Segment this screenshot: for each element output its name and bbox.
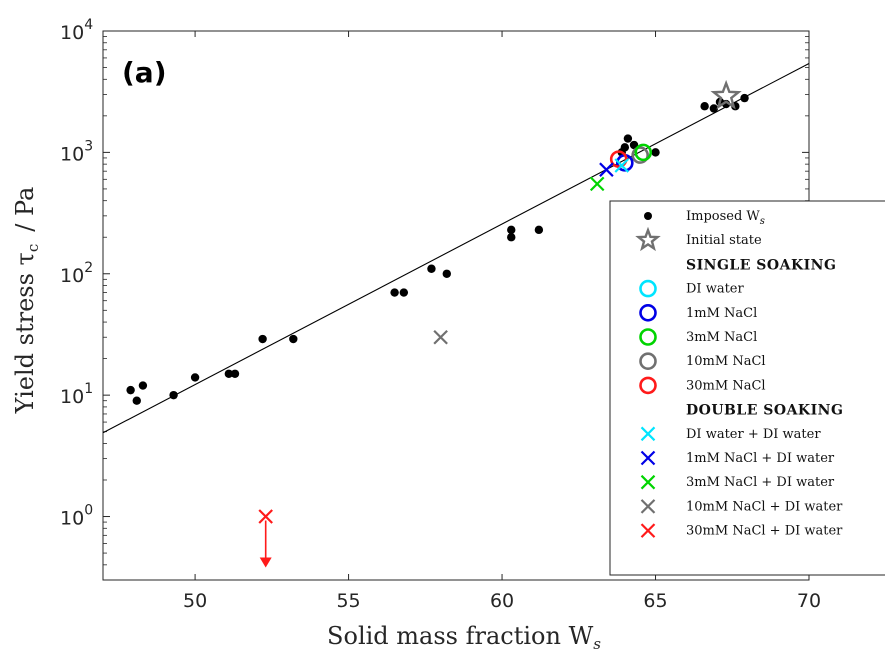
- data-points: [126, 79, 749, 568]
- legend-label-initial-state: Initial state: [686, 233, 762, 248]
- point-imposed-w: [126, 385, 135, 395]
- legend-marker-3mm-nacl: [639, 328, 657, 346]
- legend-label-1mm-nacl: 1mM NaCl: [686, 306, 757, 321]
- point-imposed-w: [399, 288, 409, 297]
- y-axis-title-unit: / Pa: [11, 187, 39, 232]
- legend-label-di-water: DI water: [686, 282, 744, 297]
- point-imposed-w: [651, 148, 660, 157]
- y-tick-exp: 4: [84, 17, 93, 33]
- point-1mm-nacl-di-water: [599, 162, 614, 177]
- x-tick-label: 70: [797, 590, 821, 612]
- y-axis-title-main: Yield stress τ: [11, 252, 39, 414]
- legend-label-10mm-nacl-di-water: 10mM NaCl + DI water: [686, 499, 843, 514]
- legend-label-3mm-nacl: 3mM NaCl: [686, 330, 757, 345]
- panel-label: (a): [122, 56, 167, 89]
- y-tick-base: 10: [60, 143, 84, 165]
- x-axis-title-sub: s: [593, 635, 601, 653]
- point-30mm-nacl: [609, 150, 628, 168]
- point-imposed-w: [289, 334, 298, 344]
- point-imposed-w: [427, 264, 436, 273]
- point-imposed-w: [534, 225, 544, 235]
- legend-heading-double-soaking: DOUBLE SOAKING: [686, 403, 843, 419]
- x-tick-label: 50: [183, 590, 207, 612]
- legend-marker-di-water-di-water: [640, 426, 656, 442]
- point-10mm-nacl: [631, 146, 649, 164]
- point-imposed-w: [620, 143, 630, 152]
- point-imposed-w: [138, 381, 148, 390]
- point-10mm-nacl-di-water: [433, 329, 448, 345]
- legend-heading-single-soaking: SINGLE SOAKING: [686, 257, 836, 273]
- legend-label-di-water-di-water: DI water + DI water: [686, 427, 821, 442]
- y-axis-title: Yield stress τc / Pa: [11, 187, 42, 415]
- point-imposed-w: [230, 369, 240, 378]
- x-axis-title-main: Solid mass fraction W: [327, 622, 594, 650]
- point-imposed-w: [169, 390, 178, 400]
- y-tick-label: 100: [60, 503, 93, 530]
- point-3mm-nacl-di-water: [589, 176, 605, 192]
- point-imposed-w: [700, 102, 709, 111]
- x-tick-label: 65: [643, 590, 667, 612]
- y-tick-label: 101: [60, 381, 93, 408]
- point-imposed-w: [224, 369, 234, 378]
- upper-bound-arrow-head: [259, 557, 272, 568]
- legend-marker-1mm-nacl: [639, 303, 657, 322]
- x-tick-label: 55: [336, 590, 360, 612]
- legend-label-10mm-nacl: 10mM NaCl: [686, 354, 766, 369]
- y-tick-base: 10: [60, 22, 84, 44]
- x-tick-label: 60: [490, 590, 514, 612]
- y-tick-exp: 2: [84, 260, 93, 276]
- y-tick-label: 102: [60, 260, 93, 287]
- y-tick-label: 103: [60, 138, 93, 165]
- point-30mm-nacl-di-water: [258, 509, 273, 524]
- x-axis-title: Solid mass fraction Ws: [327, 622, 601, 653]
- point-imposed-w: [258, 334, 267, 344]
- y-tick-label: 104: [60, 17, 93, 44]
- legend-marker-imposed-w: [644, 212, 652, 220]
- point-imposed-w: [629, 140, 639, 150]
- legend-marker-di-water: [639, 279, 657, 298]
- point-imposed-w: [507, 225, 516, 235]
- y-tick-base: 10: [60, 265, 84, 287]
- legend-marker-30mm-nacl: [639, 376, 657, 395]
- y-tick-exp: 3: [84, 138, 93, 154]
- point-imposed-w: [709, 104, 719, 113]
- legend-label-30mm-nacl-di-water: 30mM NaCl + DI water: [686, 524, 843, 539]
- point-imposed-w: [390, 288, 399, 297]
- legend-label-1mm-nacl-di-water: 1mM NaCl + DI water: [686, 451, 835, 466]
- y-axis-title-sub: c: [24, 244, 42, 252]
- legend-label-imposed-w: Imposed Ws: [686, 209, 765, 227]
- legend-marker-3mm-nacl-di-water: [640, 474, 656, 490]
- legend-marker-10mm-nacl: [639, 352, 657, 371]
- y-tick-exp: 0: [84, 503, 93, 519]
- legend-label-30mm-nacl: 30mM NaCl: [686, 378, 766, 393]
- point-3mm-nacl: [634, 143, 653, 162]
- point-imposed-w: [190, 373, 200, 382]
- point-di-water-di-water: [614, 158, 630, 173]
- y-tick-base: 10: [60, 508, 84, 530]
- legend-marker-initial-state: [635, 226, 661, 252]
- point-imposed-w: [132, 396, 141, 405]
- legend-label-3mm-nacl-di-water: 3mM NaCl + DI water: [686, 475, 835, 490]
- fit-line-group: [102, 62, 810, 434]
- point-initial-state: [710, 79, 742, 110]
- point-imposed-w: [507, 233, 516, 242]
- y-tick-exp: 1: [84, 381, 93, 397]
- point-imposed-w: [740, 93, 749, 103]
- legend: Imposed Ws Initial state SINGLE SOAKING DI …: [609, 200, 885, 576]
- point-imposed-w: [442, 269, 451, 278]
- legend-label-sub: s: [760, 216, 765, 227]
- legend-marker-30mm-nacl-di-water: [640, 523, 656, 538]
- y-tick-base: 10: [60, 386, 84, 408]
- point-imposed-w: [623, 134, 633, 143]
- legend-marker-1mm-nacl-di-water: [640, 450, 656, 466]
- legend-marker-10mm-nacl-di-water: [640, 499, 656, 514]
- fit-line: [102, 62, 810, 434]
